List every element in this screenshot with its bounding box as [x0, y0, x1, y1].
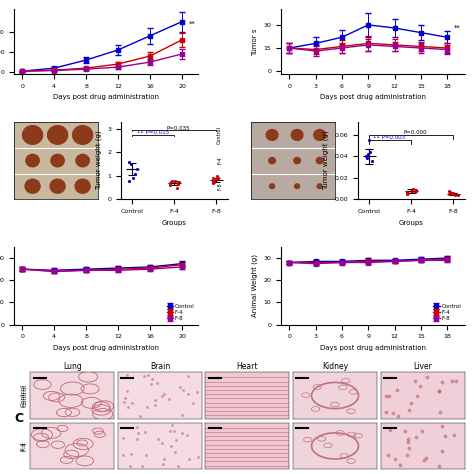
X-axis label: Days post drug administration: Days post drug administration — [53, 345, 159, 351]
Point — [131, 170, 138, 177]
Text: •• P=0.003: •• P=0.003 — [373, 135, 405, 140]
Y-axis label: F-4: F-4 — [23, 441, 27, 451]
X-axis label: Days post drug administration: Days post drug administration — [319, 345, 426, 351]
Title: Heart: Heart — [237, 363, 258, 372]
Circle shape — [76, 155, 89, 167]
Circle shape — [23, 126, 43, 144]
Text: Control: Control — [20, 384, 26, 407]
Circle shape — [51, 155, 64, 167]
Title: Kidney: Kidney — [322, 363, 348, 372]
Point — [404, 189, 412, 197]
Point — [445, 190, 453, 198]
Point — [409, 187, 416, 194]
Point — [454, 191, 461, 199]
Circle shape — [75, 179, 90, 193]
Point — [174, 180, 182, 188]
X-axis label: Groups: Groups — [399, 219, 424, 226]
Y-axis label: Tumor weight (g): Tumor weight (g) — [96, 131, 102, 191]
Legend: Control, F-4, F-8: Control, F-4, F-8 — [166, 303, 195, 322]
Point — [403, 188, 411, 196]
Circle shape — [26, 155, 39, 167]
Point — [168, 177, 175, 184]
Point — [133, 165, 141, 173]
Point — [449, 189, 457, 197]
Text: C: C — [14, 412, 23, 425]
Text: •• P=0.015: •• P=0.015 — [137, 130, 169, 135]
Text: F-4: F-4 — [20, 441, 26, 451]
Point — [365, 137, 373, 144]
Text: **: ** — [189, 21, 195, 27]
Point — [412, 187, 420, 194]
Point — [412, 186, 420, 193]
Point — [125, 158, 133, 165]
Point — [130, 174, 137, 182]
Y-axis label: Animal Weight (g): Animal Weight (g) — [251, 254, 257, 317]
Circle shape — [50, 179, 65, 193]
Y-axis label: Control: Control — [23, 384, 27, 407]
Title: Lung: Lung — [63, 363, 82, 372]
Point — [403, 190, 410, 198]
Point — [209, 177, 217, 184]
Text: P=0.035: P=0.035 — [166, 126, 190, 130]
Point — [214, 174, 221, 182]
Point — [173, 184, 180, 191]
Point — [365, 150, 372, 158]
Circle shape — [25, 179, 40, 193]
Point — [446, 188, 454, 196]
Point — [128, 160, 135, 168]
Point — [213, 172, 220, 180]
Circle shape — [316, 157, 323, 164]
Text: F-4: F-4 — [217, 157, 222, 164]
Circle shape — [73, 126, 92, 144]
X-axis label: Groups: Groups — [162, 219, 187, 226]
Text: **: ** — [454, 25, 461, 31]
Title: Brain: Brain — [150, 363, 170, 372]
Point — [447, 189, 455, 197]
Point — [174, 179, 182, 187]
Circle shape — [295, 184, 300, 189]
Circle shape — [269, 157, 275, 164]
Circle shape — [47, 126, 68, 144]
Point — [451, 191, 459, 199]
Point — [166, 179, 173, 187]
X-axis label: Days post drug administration: Days post drug administration — [53, 94, 159, 100]
Point — [411, 188, 419, 196]
Point — [409, 185, 416, 192]
Point — [369, 157, 376, 164]
Point — [210, 178, 218, 185]
Point — [175, 178, 183, 185]
Y-axis label: Tumor s: Tumor s — [252, 28, 257, 55]
Text: F-8: F-8 — [217, 182, 222, 190]
Circle shape — [314, 129, 326, 140]
Point — [449, 190, 456, 198]
Legend: Control, F-4, F-8: Control, F-4, F-8 — [433, 303, 462, 322]
Point — [364, 155, 371, 162]
Text: Control: Control — [217, 126, 222, 144]
Text: P=0.000: P=0.000 — [403, 129, 427, 135]
Point — [125, 177, 133, 184]
Circle shape — [270, 184, 274, 189]
Title: Liver: Liver — [413, 363, 432, 372]
Y-axis label: Tumor weight (g): Tumor weight (g) — [323, 131, 329, 191]
Point — [210, 177, 218, 184]
Point — [212, 175, 219, 183]
X-axis label: Days post drug administration: Days post drug administration — [319, 94, 426, 100]
Point — [210, 174, 217, 182]
Circle shape — [294, 157, 301, 164]
Point — [363, 153, 370, 160]
Point — [446, 187, 453, 194]
Circle shape — [317, 184, 322, 189]
Circle shape — [266, 129, 278, 140]
Point — [210, 179, 217, 187]
Circle shape — [291, 129, 303, 140]
Point — [366, 148, 374, 156]
Point — [172, 177, 179, 184]
Point — [166, 182, 174, 189]
